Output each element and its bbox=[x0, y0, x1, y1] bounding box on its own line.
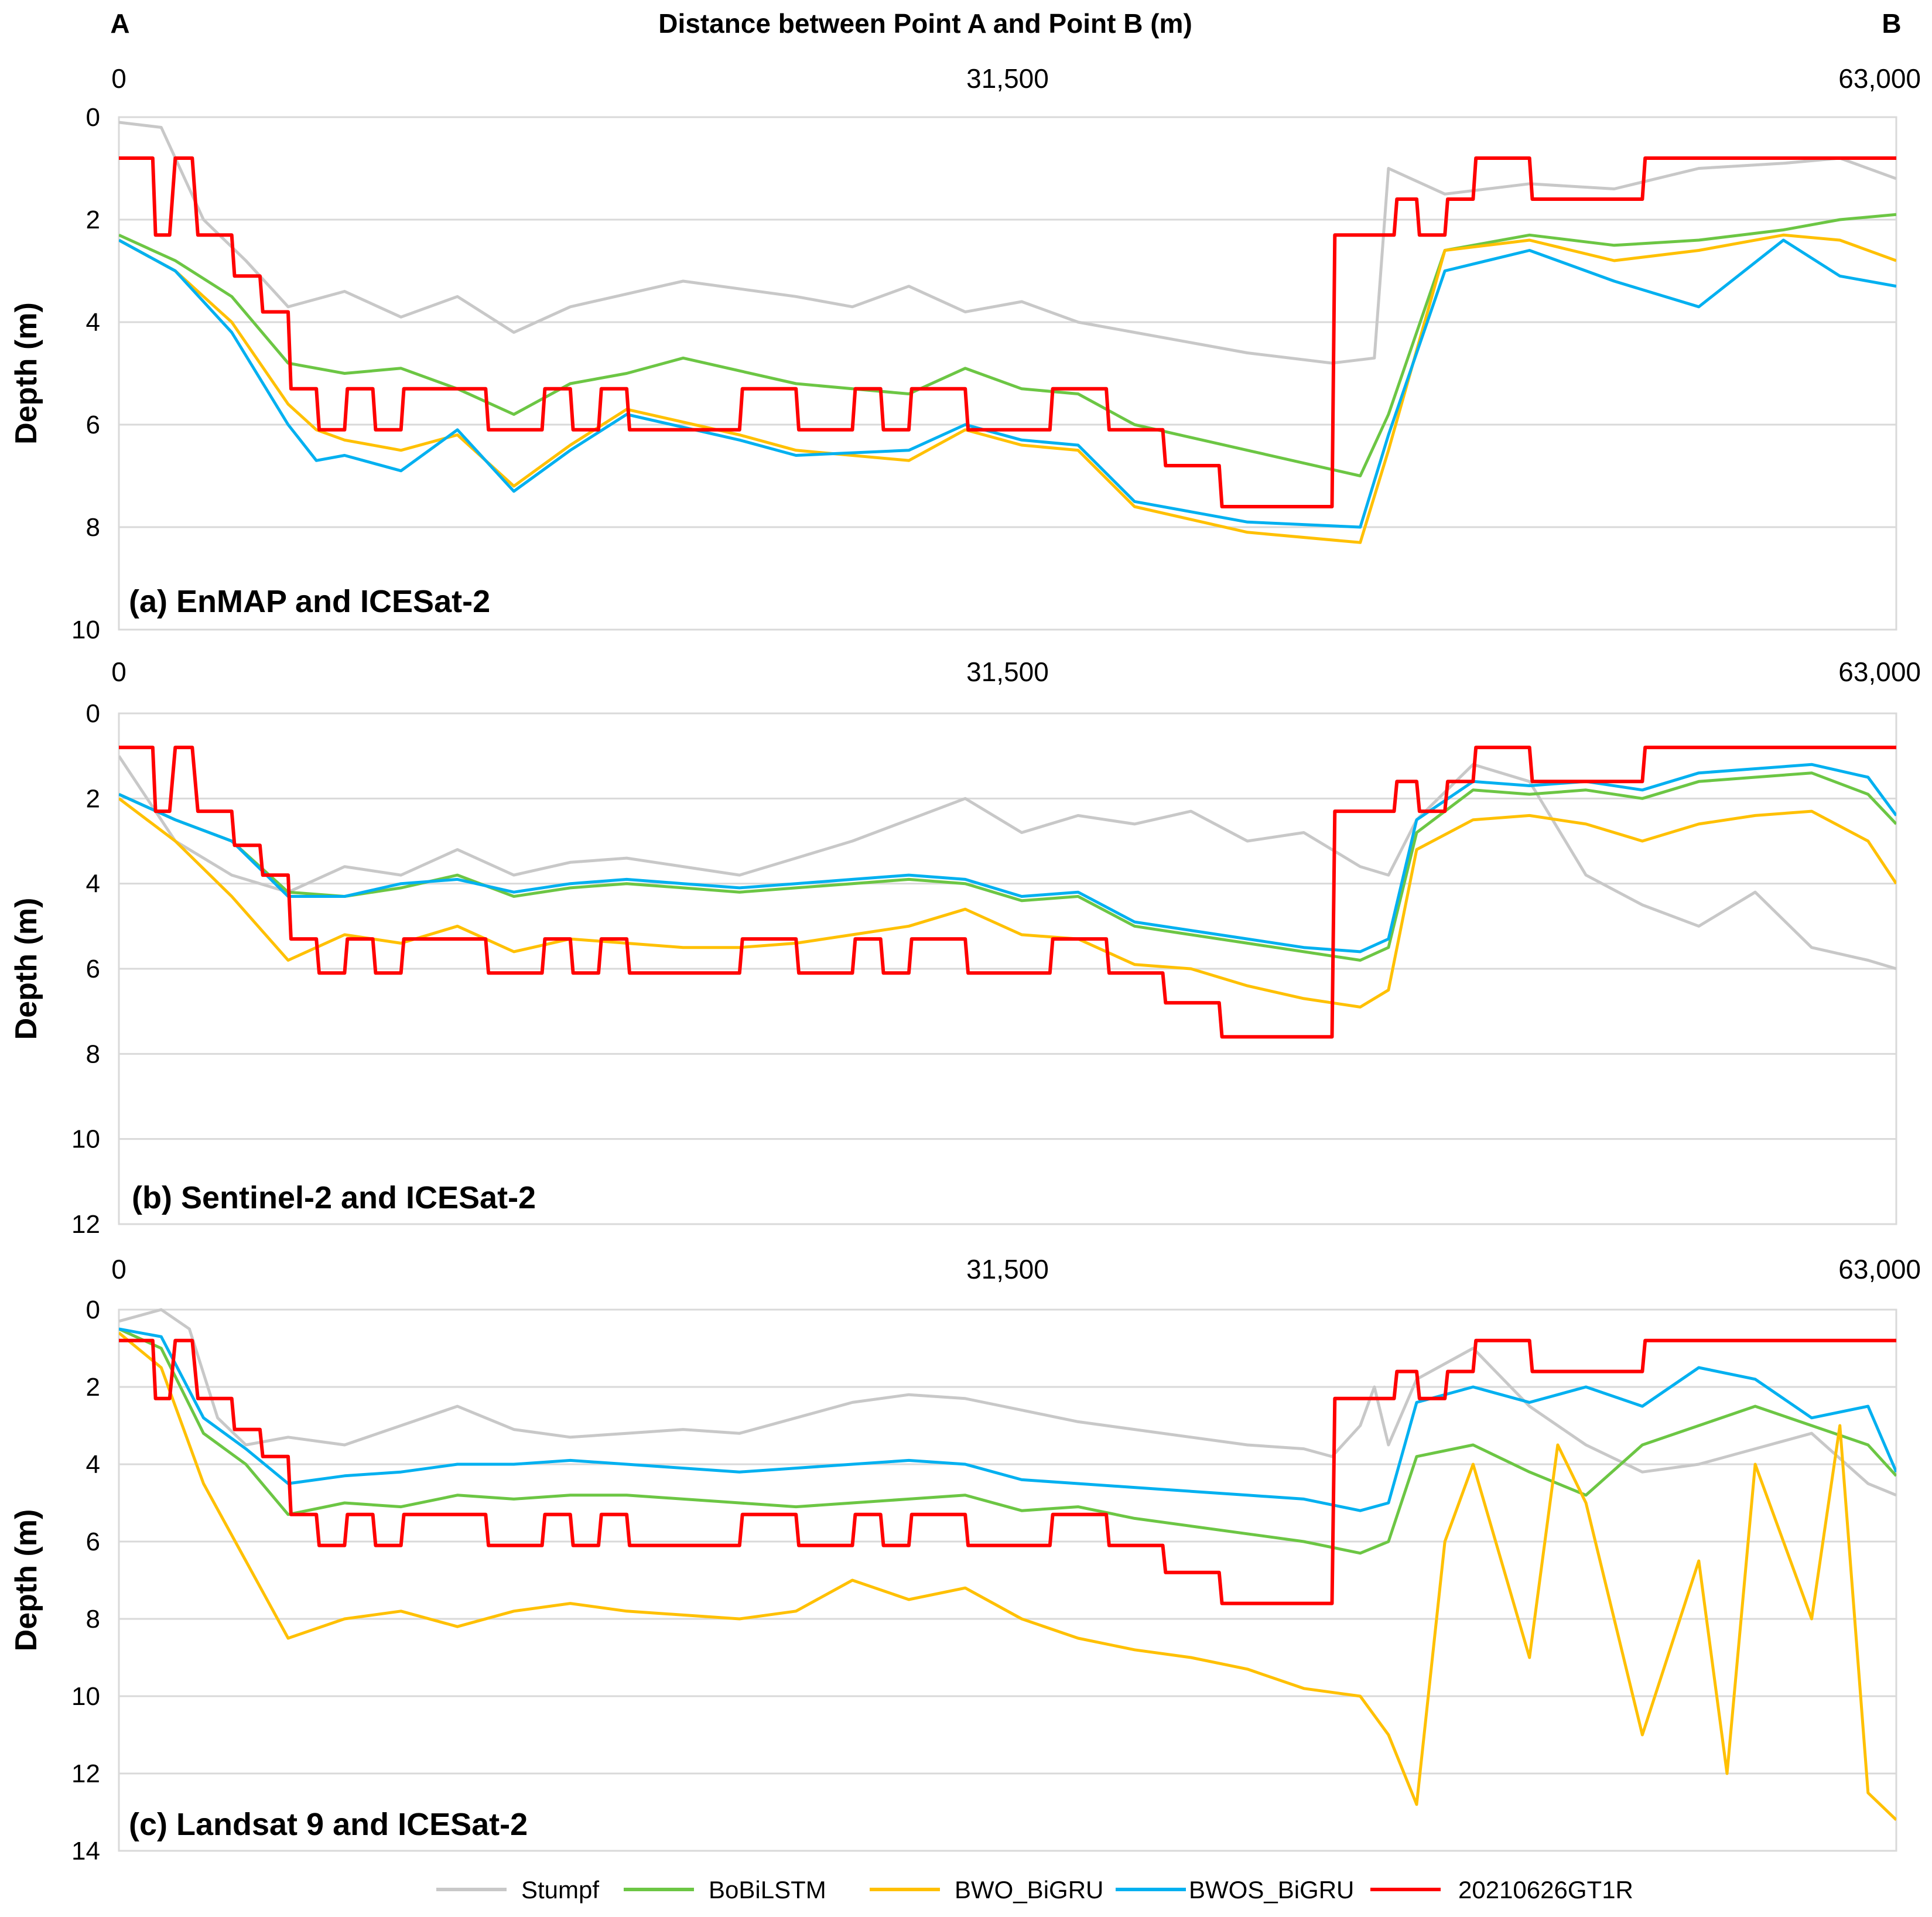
point-a-label: A bbox=[110, 8, 129, 39]
y-tick-label: 4 bbox=[86, 870, 100, 898]
y-tick-label: 14 bbox=[71, 1837, 100, 1865]
series-group bbox=[119, 121, 1896, 544]
y-tick-label: 2 bbox=[86, 1373, 100, 1402]
legend: Stumpf BoBiLSTM BWO_BiGRU BWOS_BiGRU 2021062… bbox=[436, 1876, 1633, 1904]
x-tick-label: 63,000 bbox=[1838, 63, 1921, 94]
plot-frame bbox=[118, 1308, 1897, 1852]
y-tick-label: 12 bbox=[71, 1210, 100, 1239]
chart-panels: 0 2 4 6 8 10 0 31,500 63,000 Depth (m) (a) EnMAP a… bbox=[9, 63, 1921, 1865]
y-tick-label: 0 bbox=[86, 1296, 100, 1324]
x-tick-label: 31,500 bbox=[966, 657, 1049, 687]
x-tick-label: 63,000 bbox=[1838, 657, 1921, 687]
series-line-bwo_bigru bbox=[119, 797, 1896, 1009]
panel-1: 0 2 4 6 8 10 0 31,500 63,000 Depth (m) (a) EnMAP a… bbox=[9, 63, 1921, 644]
y-tick-label: 4 bbox=[86, 1450, 100, 1479]
y-tick-label: 10 bbox=[71, 1125, 100, 1154]
y-axis-title: Depth (m) bbox=[9, 1509, 43, 1652]
x-axis-title: Distance between Point A and Point B (m) bbox=[658, 8, 1192, 39]
series-line-bobilstm bbox=[119, 771, 1896, 962]
x-tick-label: 63,000 bbox=[1838, 1254, 1921, 1284]
series-line-20210626gt1r bbox=[119, 746, 1896, 1039]
y-tick-label: 2 bbox=[86, 206, 100, 234]
y-tick-label: 4 bbox=[86, 308, 100, 337]
x-tick-label: 0 bbox=[111, 63, 126, 94]
legend-label: BWOS_BiGRU bbox=[1189, 1876, 1354, 1904]
y-tick-label: 8 bbox=[86, 513, 100, 542]
x-tick-label: 0 bbox=[111, 1254, 126, 1284]
series-line-bobilstm bbox=[119, 213, 1896, 477]
y-tick-label: 2 bbox=[86, 784, 100, 813]
series-line-bwo_bigru bbox=[119, 1331, 1896, 1822]
legend-label: BoBiLSTM bbox=[709, 1876, 826, 1904]
x-tick-label: 0 bbox=[111, 657, 126, 687]
plot-frame bbox=[118, 116, 1897, 631]
panel-title: (b) Sentinel-2 and ICESat-2 bbox=[132, 1180, 536, 1215]
y-tick-label: 0 bbox=[86, 699, 100, 728]
series-line-stumpf bbox=[119, 121, 1896, 365]
point-b-label: B bbox=[1882, 8, 1901, 39]
x-tick-label: 31,500 bbox=[966, 1254, 1049, 1284]
series-line-20210626gt1r bbox=[119, 156, 1896, 508]
legend-item: BWOS_BiGRU bbox=[1116, 1876, 1354, 1904]
series-line-bwo_bigru bbox=[119, 233, 1896, 544]
series-line-bwos_bigru bbox=[119, 238, 1896, 529]
series-group bbox=[119, 1308, 1896, 1822]
series-group bbox=[119, 746, 1896, 1039]
legend-label: Stumpf bbox=[521, 1876, 599, 1904]
y-tick-label: 10 bbox=[71, 616, 100, 644]
series-line-bobilstm bbox=[119, 1327, 1896, 1555]
legend-item: 20210626GT1R bbox=[1370, 1876, 1633, 1904]
y-axis-title: Depth (m) bbox=[9, 898, 43, 1040]
y-tick-label: 10 bbox=[71, 1682, 100, 1711]
series-line-stumpf bbox=[119, 755, 1896, 971]
y-tick-label: 8 bbox=[86, 1040, 100, 1068]
legend-item: Stumpf bbox=[436, 1876, 599, 1904]
panel-title: (a) EnMAP and ICESat-2 bbox=[129, 584, 490, 619]
y-axis-title: Depth (m) bbox=[9, 302, 43, 445]
panel-title: (c) Landsat 9 and ICESat-2 bbox=[129, 1807, 528, 1842]
y-tick-label: 8 bbox=[86, 1605, 100, 1634]
series-line-20210626gt1r bbox=[119, 1338, 1896, 1605]
y-tick-label: 6 bbox=[86, 411, 100, 439]
y-tick-label: 6 bbox=[86, 1528, 100, 1556]
series-line-bwos_bigru bbox=[119, 1327, 1896, 1512]
legend-item: BoBiLSTM bbox=[624, 1876, 826, 1904]
series-line-stumpf bbox=[119, 1308, 1896, 1497]
legend-label: BWO_BiGRU bbox=[955, 1876, 1103, 1904]
y-tick-label: 12 bbox=[71, 1759, 100, 1788]
panel-2: 0 2 4 6 8 10 12 0 31,500 63,000 Depth (m) (b) Senti… bbox=[9, 657, 1921, 1239]
legend-item: BWO_BiGRU bbox=[870, 1876, 1103, 1904]
series-line-bwos_bigru bbox=[119, 763, 1896, 954]
legend-label: 20210626GT1R bbox=[1458, 1876, 1633, 1904]
x-tick-label: 31,500 bbox=[966, 63, 1049, 94]
panel-3: 0 2 4 6 8 10 12 14 0 31,500 63,000 Depth (m) (c) Lan… bbox=[9, 1254, 1921, 1865]
y-tick-label: 0 bbox=[86, 103, 100, 132]
y-tick-label: 6 bbox=[86, 955, 100, 983]
